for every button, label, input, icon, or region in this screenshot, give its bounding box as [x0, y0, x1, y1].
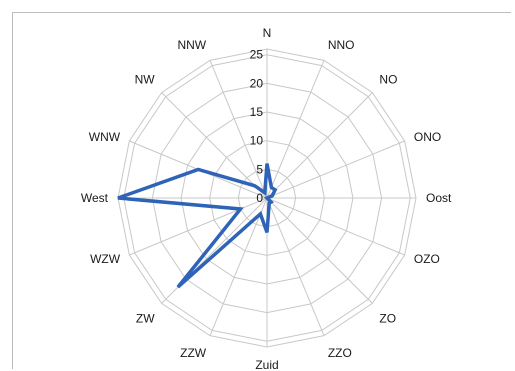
radial-tick-15: 15	[250, 105, 264, 119]
direction-label-WZW: WZW	[90, 252, 121, 266]
spoke-OZO	[266, 197, 405, 256]
direction-label-ZO: ZO	[379, 311, 396, 325]
spoke-ONO	[266, 140, 405, 199]
spoke-WZW	[129, 197, 268, 256]
radial-tick-20: 20	[250, 76, 264, 90]
spoke-NW	[161, 92, 268, 199]
direction-label-NW: NW	[135, 73, 156, 87]
direction-label-Zuid: Zuid	[255, 358, 278, 371]
direction-label-NNW: NNW	[177, 38, 206, 52]
direction-label-ONO: ONO	[414, 130, 441, 144]
direction-label-N: N	[263, 26, 272, 40]
radial-tick-25: 25	[250, 48, 264, 62]
spoke-ZO	[266, 197, 373, 304]
direction-label-ZW: ZW	[136, 311, 155, 325]
radial-tick-10: 10	[250, 134, 264, 148]
radial-tick-0: 0	[256, 191, 263, 205]
spoke-ZZO	[266, 197, 325, 336]
spoke-NNW	[209, 60, 268, 199]
direction-label-ZZW: ZZW	[180, 346, 207, 360]
direction-label-WNW: WNW	[89, 130, 121, 144]
radial-tick-5: 5	[256, 162, 263, 176]
direction-label-Oost: Oost	[426, 191, 452, 205]
spoke-ZZW	[209, 197, 268, 336]
spoke-NO	[266, 92, 373, 199]
direction-label-West: West	[81, 191, 109, 205]
direction-label-ZZO: ZZO	[328, 346, 352, 360]
direction-label-NO: NO	[379, 73, 397, 87]
direction-label-NNO: NNO	[328, 38, 355, 52]
spoke-ZW	[161, 197, 268, 304]
series-line-0	[117, 163, 278, 289]
direction-label-OZO: OZO	[414, 252, 440, 266]
spoke-NNO	[266, 60, 325, 199]
